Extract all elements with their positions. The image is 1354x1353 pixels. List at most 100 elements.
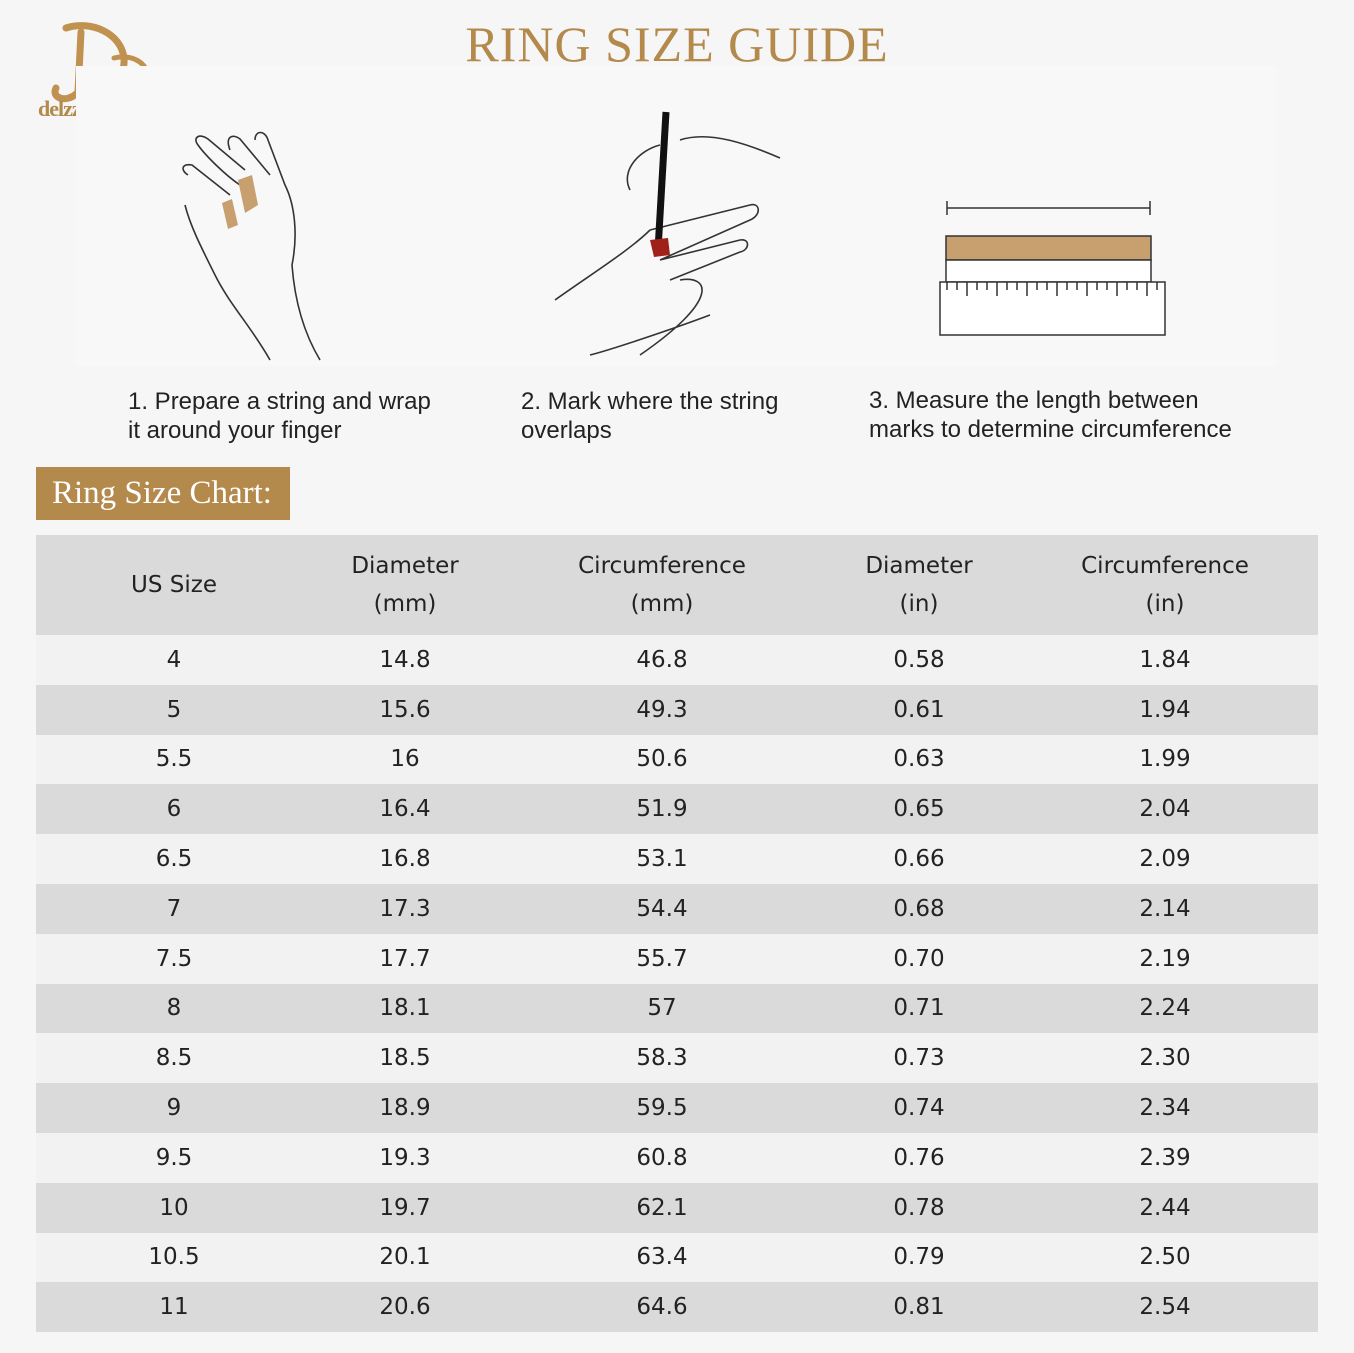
table-cell: 10 [36,1182,312,1233]
table-cell: 9.5 [36,1132,312,1183]
table-cell: 18.9 [312,1083,498,1133]
table-cell: 0.76 [826,1132,1012,1183]
table-cell: 19.3 [312,1132,498,1183]
table-cell: 2.19 [1012,933,1318,984]
ring-size-table: US Size Diameter (mm) Circumference (mm) Diam… [36,535,1318,1333]
table-cell: 59.5 [498,1083,826,1133]
column-header-text: Diameter [351,553,459,579]
table-cell: 1.94 [1012,684,1318,735]
column-header-text: Circumference [1081,553,1249,579]
table-row: 9.5 19.3 60.8 0.76 2.39 [36,1132,1318,1183]
table-cell: 2.14 [1012,883,1318,934]
table-cell: 0.70 [826,933,1012,984]
table-row: 10.5 20.1 63.4 0.79 2.50 [36,1232,1318,1283]
column-header-text: (in) [899,591,939,617]
table-cell: 7.5 [36,933,312,984]
table-cell: 0.61 [826,684,1012,735]
table-cell: 2.50 [1012,1232,1318,1283]
table-cell: 11 [36,1282,312,1333]
step-2-line1: 2. Mark where the string [521,388,779,415]
table-header-row: US Size Diameter (mm) Circumference (mm) Diam… [36,535,1318,635]
column-header-text: Diameter [865,553,973,579]
table-cell: 53.1 [498,834,826,884]
table-cell: 2.44 [1012,1182,1318,1233]
column-header: Diameter (in) [826,535,1012,635]
column-header-text: (mm) [630,591,694,617]
table-row: 6.5 16.8 53.1 0.66 2.09 [36,834,1318,884]
table-cell: 54.4 [498,883,826,934]
table-cell: 18.1 [312,983,498,1034]
column-header: US Size [36,535,312,635]
table-cell: 6.5 [36,834,312,884]
table-cell: 20.6 [312,1282,498,1333]
table-cell: 15.6 [312,684,498,735]
column-header-text: US Size [131,572,217,598]
ruler-illustration [935,195,1170,344]
table-cell: 5.5 [36,734,312,785]
table-cell: 17.7 [312,933,498,984]
column-header: Circumference (in) [1012,535,1318,635]
column-header: Diameter (mm) [312,535,498,635]
step-1-line1: 1. Prepare a string and wrap [128,388,431,415]
table-cell: 5 [36,684,312,735]
table-cell: 2.04 [1012,784,1318,835]
table-cell: 19.7 [312,1182,498,1233]
ring-size-chart-label: Ring Size Chart: [36,467,290,520]
table-row: 5 15.6 49.3 0.61 1.94 [36,684,1318,735]
table-row: 11 20.6 64.6 0.81 2.54 [36,1282,1318,1333]
table-cell: 62.1 [498,1182,826,1233]
table-row: 8 18.1 57 0.71 2.24 [36,983,1318,1034]
table-cell: 2.24 [1012,983,1318,1034]
hand-wrap-illustration [170,125,330,369]
table-cell: 0.81 [826,1282,1012,1333]
table-cell: 1.84 [1012,635,1318,685]
table-cell: 58.3 [498,1033,826,1084]
table-cell: 2.39 [1012,1132,1318,1183]
table-cell: 2.34 [1012,1083,1318,1133]
table-cell: 16.8 [312,834,498,884]
step-1-line2: it around your finger [128,417,342,444]
column-header-text: (mm) [373,591,437,617]
table-cell: 63.4 [498,1232,826,1283]
table-cell: 46.8 [498,635,826,685]
table-cell: 16.4 [312,784,498,835]
table-cell: 0.79 [826,1232,1012,1283]
step-1: 1. Prepare a string and wrap it around y… [128,387,431,445]
table-cell: 16 [312,734,498,785]
step-3: 3. Measure the length between marks to d… [869,386,1232,444]
table-cell: 0.71 [826,983,1012,1034]
table-cell: 50.6 [498,734,826,785]
table-cell: 7 [36,883,312,934]
table-cell: 0.66 [826,834,1012,884]
table-cell: 0.74 [826,1083,1012,1133]
column-header: Circumference (mm) [498,535,826,635]
table-cell: 0.58 [826,635,1012,685]
table-cell: 0.73 [826,1033,1012,1084]
table-row: 5.5 16 50.6 0.63 1.99 [36,734,1318,785]
table-cell: 2.30 [1012,1033,1318,1084]
table-cell: 9 [36,1083,312,1133]
step-3-line1: 3. Measure the length between [869,387,1199,414]
step-2-line2: overlaps [521,417,612,444]
table-cell: 20.1 [312,1232,498,1283]
table-cell: 49.3 [498,684,826,735]
table-cell: 0.78 [826,1182,1012,1233]
column-header-text: Circumference [578,553,746,579]
table-cell: 17.3 [312,883,498,934]
table-cell: 1.99 [1012,734,1318,785]
table-row: 7 17.3 54.4 0.68 2.14 [36,883,1318,934]
table-cell: 0.65 [826,784,1012,835]
table-cell: 4 [36,635,312,685]
table-row: 10 19.7 62.1 0.78 2.44 [36,1182,1318,1233]
table-row: 9 18.9 59.5 0.74 2.34 [36,1083,1318,1133]
table-cell: 0.63 [826,734,1012,785]
table-cell: 18.5 [312,1033,498,1084]
column-header-text: (in) [1145,591,1185,617]
table-cell: 64.6 [498,1282,826,1333]
table-row: 6 16.4 51.9 0.65 2.04 [36,784,1318,835]
table-cell: 55.7 [498,933,826,984]
table-cell: 10.5 [36,1232,312,1283]
table-cell: 57 [498,983,826,1034]
page-title: RING SIZE GUIDE [465,16,889,72]
table-cell: 8 [36,983,312,1034]
